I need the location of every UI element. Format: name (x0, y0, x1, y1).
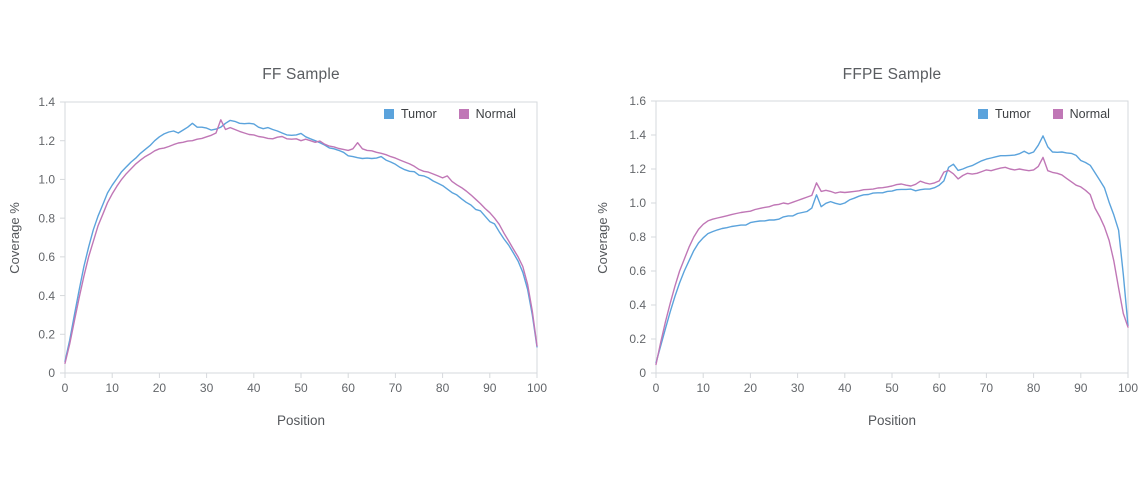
legend-item-tumor: Tumor (978, 107, 1031, 121)
tumor-swatch-icon (384, 109, 394, 119)
y-tick-label: 0 (48, 366, 55, 380)
legend-label-tumor: Tumor (995, 107, 1031, 121)
series-line-normal (64, 119, 538, 364)
legend-ffpe: Tumor Normal (978, 107, 1110, 121)
x-tick-label: 50 (294, 381, 308, 395)
series-line-normal (655, 156, 1129, 366)
normal-swatch-icon (1052, 109, 1063, 119)
y-tick-label: 0.4 (629, 298, 646, 312)
legend-label-tumor: Tumor (401, 107, 437, 121)
x-tick-label: 80 (1027, 381, 1041, 395)
y-tick-label: 1.0 (629, 196, 646, 210)
plot-frame (64, 101, 538, 374)
legend-ff: Tumor Normal (384, 107, 516, 121)
legend-label-normal: Normal (475, 107, 516, 121)
y-tick-label: 0.6 (629, 264, 646, 278)
x-tick-label: 90 (1074, 381, 1088, 395)
x-tick-label: 30 (200, 381, 214, 395)
plot-area-ffpe: 0 0.2 0.4 0.6 0.8 1.0 1.2 1.4 1.6 0 10 20 30 40 50 60 70… (629, 94, 1138, 395)
plot-area-ff: 0 0.2 0.4 0.6 0.8 1.0 1.2 1.4 0 10 20 30 40 50 60 70 80 9… (38, 95, 547, 395)
x-tick-label: 50 (885, 381, 899, 395)
plot-frame (655, 100, 1129, 374)
y-tick-label: 1.2 (629, 162, 646, 176)
y-tick-label: 1.4 (38, 95, 55, 109)
y-tick-label: 0.8 (38, 211, 55, 225)
chart-title-ff: FF Sample (262, 66, 340, 83)
y-tick-label: 0.2 (629, 332, 646, 346)
legend-label-normal: Normal (1069, 107, 1110, 121)
x-tick-label: 100 (1118, 381, 1138, 395)
y-tick-label: 1.6 (629, 94, 646, 108)
series-line-tumor (655, 135, 1129, 364)
y-axis-title-ff: Coverage % (7, 202, 22, 274)
legend-item-normal: Normal (458, 107, 516, 121)
y-tick-label: 1.4 (629, 128, 646, 142)
tumor-swatch-icon (978, 109, 988, 119)
y-tick-label: 0 (639, 366, 646, 380)
legend-item-normal: Normal (1052, 107, 1110, 121)
x-tick-label: 40 (838, 381, 852, 395)
x-tick-label: 100 (527, 381, 547, 395)
x-tick-label: 20 (153, 381, 167, 395)
y-tick-label: 0.6 (38, 250, 55, 264)
y-tick-label: 0.8 (629, 230, 646, 244)
x-tick-label: 70 (389, 381, 403, 395)
x-tick-label: 40 (247, 381, 261, 395)
y-tick-label: 0.4 (38, 289, 55, 303)
normal-swatch-icon (458, 109, 469, 119)
y-axis-title-ffpe: Coverage % (595, 202, 610, 274)
x-tick-label: 20 (744, 381, 758, 395)
legend-item-tumor: Tumor (384, 107, 437, 121)
x-axis-title-ff: Position (276, 413, 326, 428)
x-tick-label: 80 (436, 381, 450, 395)
x-axis-title-ffpe: Position (867, 413, 917, 428)
x-tick-label: 30 (791, 381, 805, 395)
y-tick-label: 1.2 (38, 134, 55, 148)
x-tick-label: 90 (483, 381, 497, 395)
x-tick-label: 60 (933, 381, 947, 395)
chart-title-ffpe: FFPE Sample (842, 66, 942, 83)
x-tick-label: 60 (342, 381, 356, 395)
y-tick-label: 0.2 (38, 327, 55, 341)
x-tick-label: 0 (62, 381, 69, 395)
x-tick-label: 70 (980, 381, 994, 395)
x-tick-label: 0 (653, 381, 660, 395)
y-tick-label: 1.0 (38, 173, 55, 187)
x-tick-label: 10 (106, 381, 120, 395)
x-tick-label: 10 (697, 381, 711, 395)
series-line-tumor (64, 119, 538, 363)
